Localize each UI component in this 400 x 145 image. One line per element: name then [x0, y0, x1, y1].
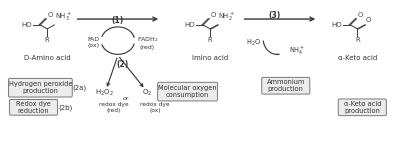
- Text: O: O: [210, 12, 216, 18]
- Text: (2b): (2b): [58, 104, 72, 111]
- Text: (2a): (2a): [73, 84, 87, 91]
- Text: Hydrogen peroxide
production: Hydrogen peroxide production: [9, 81, 72, 94]
- Text: or: or: [122, 96, 129, 101]
- Text: (3): (3): [269, 11, 281, 20]
- Text: α-Keto acid
production: α-Keto acid production: [344, 101, 381, 114]
- Text: Ammonium
production: Ammonium production: [266, 79, 305, 92]
- Text: Imino acid: Imino acid: [192, 55, 228, 61]
- Text: (1): (1): [112, 16, 124, 25]
- FancyBboxPatch shape: [10, 99, 58, 115]
- Text: NH$_4^+$: NH$_4^+$: [289, 44, 305, 57]
- FancyBboxPatch shape: [8, 78, 72, 97]
- Text: Redox dye
reduction: Redox dye reduction: [16, 101, 51, 114]
- Text: R: R: [355, 37, 360, 43]
- Text: Molecular oxygen
consumption: Molecular oxygen consumption: [158, 85, 217, 98]
- Text: H$_2$O: H$_2$O: [246, 38, 261, 48]
- FancyBboxPatch shape: [262, 77, 310, 94]
- Text: O: O: [48, 12, 53, 18]
- Text: FADH$_2$
(red): FADH$_2$ (red): [136, 35, 158, 50]
- Text: H$_2$O$_2$: H$_2$O$_2$: [95, 87, 114, 98]
- Text: NH$_3^+$: NH$_3^+$: [55, 11, 72, 23]
- Text: redox dye
(ox): redox dye (ox): [140, 102, 170, 113]
- Text: redox dye
(red): redox dye (red): [99, 102, 129, 113]
- Text: α-Keto acid: α-Keto acid: [338, 55, 377, 61]
- Text: O: O: [366, 17, 371, 23]
- Text: D-Amino acid: D-Amino acid: [24, 55, 70, 61]
- Text: HO: HO: [184, 22, 195, 28]
- Text: HO: HO: [22, 22, 32, 28]
- Text: NH$_2^+$: NH$_2^+$: [218, 11, 235, 23]
- Text: FAD
(ox): FAD (ox): [87, 37, 99, 48]
- FancyBboxPatch shape: [338, 99, 386, 116]
- FancyBboxPatch shape: [158, 82, 218, 101]
- Text: O: O: [358, 12, 363, 18]
- Text: R: R: [45, 37, 50, 43]
- Text: HO: HO: [332, 22, 342, 28]
- Text: (2): (2): [117, 60, 129, 69]
- Text: R: R: [208, 37, 212, 43]
- Text: O$_2$: O$_2$: [142, 87, 152, 98]
